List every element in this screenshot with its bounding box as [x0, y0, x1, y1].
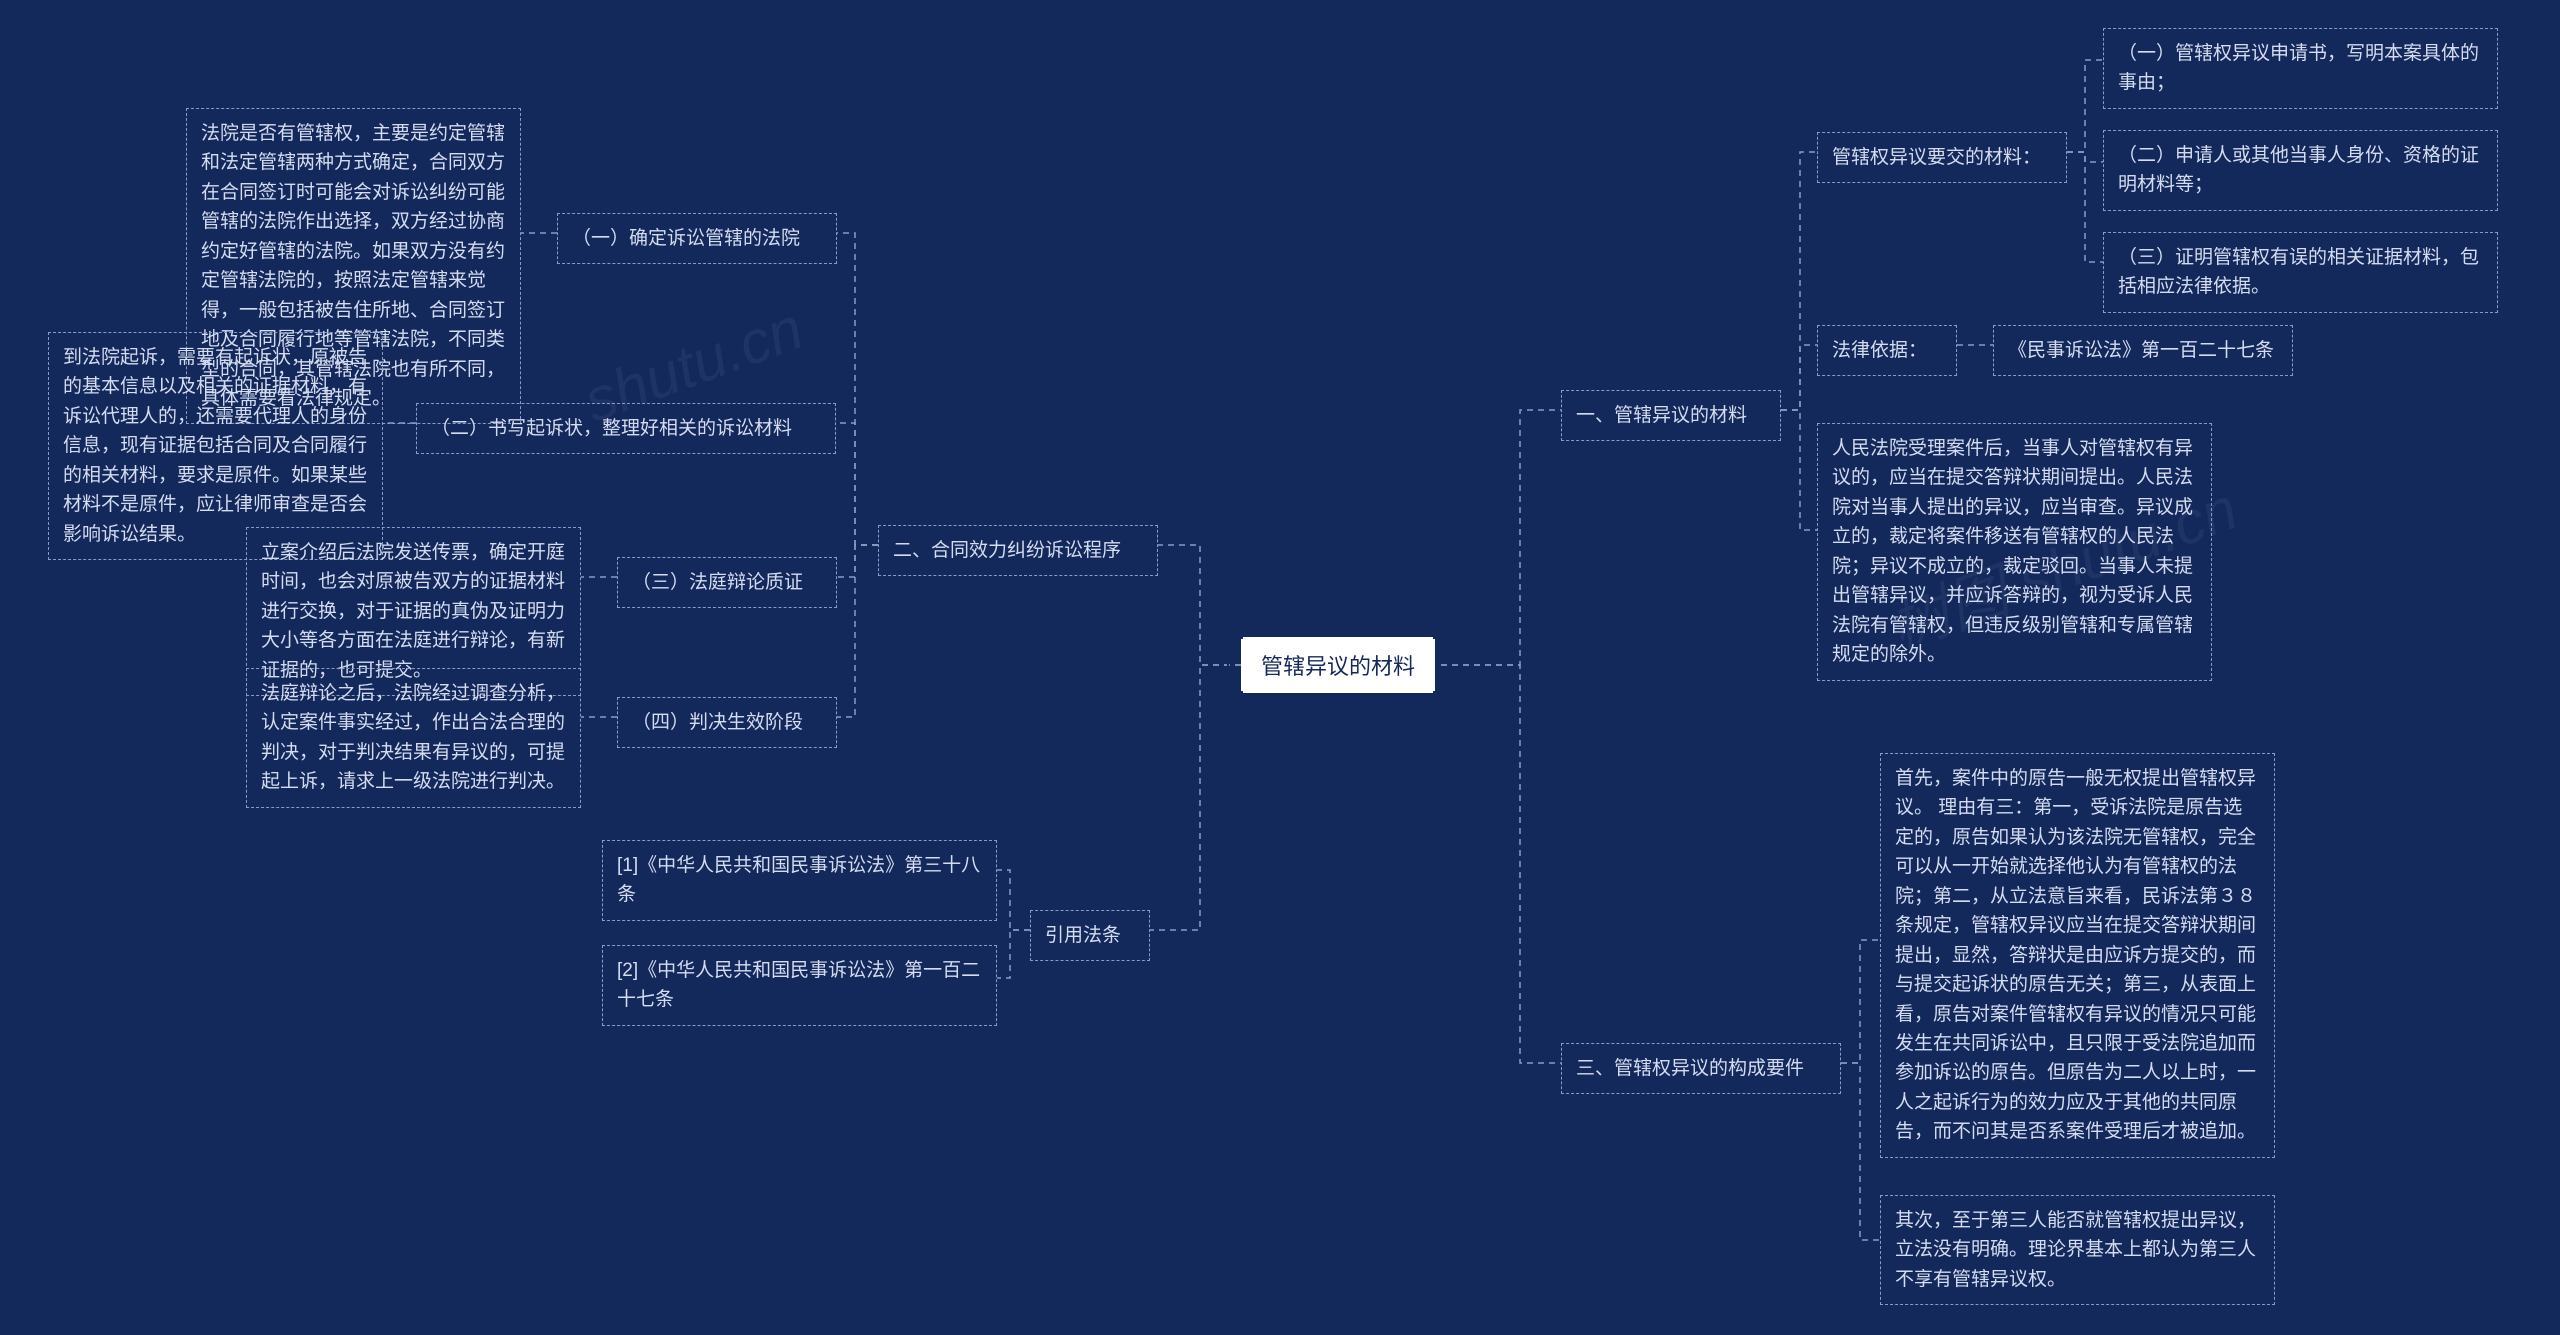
label: 引用法条 [1045, 925, 1121, 946]
node-l2: 引用法条 [1030, 910, 1150, 961]
label: 其次，至于第三人能否就管辖权提出异议，立法没有明确。理论界基本上都认为第三人不享… [1895, 1210, 2256, 1290]
node-r1-c2: 法律依据： [1817, 325, 1957, 376]
label: 《民事诉讼法》第一百二十七条 [2008, 340, 2274, 361]
label: （二）申请人或其他当事人身份、资格的证明材料等； [2118, 145, 2479, 195]
node-r2-c1: 首先，案件中的原告一般无权提出管辖权异议。 理由有三：第一，受诉法院是原告选定的… [1880, 753, 2275, 1158]
node-l1-c4: （四）判决生效阶段 [617, 697, 837, 748]
label: （一）确定诉讼管辖的法院 [572, 228, 800, 249]
node-l1-c2-detail: 到法院起诉，需要有起诉状，原被告的基本信息以及相关的证据材料，有诉讼代理人的，还… [48, 332, 383, 560]
root-label: 管辖异议的材料 [1261, 654, 1415, 679]
node-r1-c1-g3: （三）证明管辖权有误的相关证据材料，包括相应法律依据。 [2103, 232, 2498, 313]
node-r2: 三、管辖权异议的构成要件 [1561, 1043, 1841, 1094]
root-node: 管辖异议的材料 [1241, 637, 1435, 693]
node-l1-c2: （二）书写起诉状，整理好相关的诉讼材料 [416, 403, 836, 454]
label: 管辖权异议要交的材料： [1832, 147, 2041, 168]
label: 首先，案件中的原告一般无权提出管辖权异议。 理由有三：第一，受诉法院是原告选定的… [1895, 768, 2256, 1142]
text: 立案介绍后法院发送传票，确定开庭时间，也会对原被告双方的证据材料进行交换，对于证… [261, 542, 565, 681]
label: （四）判决生效阶段 [632, 712, 803, 733]
node-l1-c3: （三）法庭辩论质证 [617, 557, 837, 608]
label: （三）证明管辖权有误的相关证据材料，包括相应法律依据。 [2118, 247, 2479, 297]
node-l1-label: 二、合同效力纠纷诉讼程序 [893, 540, 1121, 561]
node-l2-c2: [2]《中华人民共和国民事诉讼法》第一百二十七条 [602, 945, 997, 1026]
node-r1-c1-g2: （二）申请人或其他当事人身份、资格的证明材料等； [2103, 130, 2498, 211]
label: [2]《中华人民共和国民事诉讼法》第一百二十七条 [617, 960, 980, 1010]
text: 法庭辩论之后，法院经过调查分析，认定案件事实经过，作出合法合理的判决，对于判决结… [261, 683, 565, 792]
label: 三、管辖权异议的构成要件 [1576, 1058, 1804, 1079]
text: 到法院起诉，需要有起诉状，原被告的基本信息以及相关的证据材料，有诉讼代理人的，还… [63, 347, 367, 545]
node-r1-c2-g1: 《民事诉讼法》第一百二十七条 [1993, 325, 2293, 376]
node-l2-c1: [1]《中华人民共和国民事诉讼法》第三十八条 [602, 840, 997, 921]
node-r1-c3: 人民法院受理案件后，当事人对管辖权有异议的，应当在提交答辩状期间提出。人民法院对… [1817, 423, 2212, 681]
label: （三）法庭辩论质证 [632, 572, 803, 593]
node-r1-c1-g1: （一）管辖权异议申请书，写明本案具体的事由； [2103, 28, 2498, 109]
label: [1]《中华人民共和国民事诉讼法》第三十八条 [617, 855, 980, 905]
label: （一）管辖权异议申请书，写明本案具体的事由； [2118, 43, 2479, 93]
label: （二）书写起诉状，整理好相关的诉讼材料 [431, 418, 792, 439]
label: 法律依据： [1832, 340, 1927, 361]
label: 一、管辖异议的材料 [1576, 405, 1747, 426]
node-r1-c1: 管辖权异议要交的材料： [1817, 132, 2067, 183]
node-l1-c4-detail: 法庭辩论之后，法院经过调查分析，认定案件事实经过，作出合法合理的判决，对于判决结… [246, 668, 581, 808]
node-r2-c2: 其次，至于第三人能否就管辖权提出异议，立法没有明确。理论界基本上都认为第三人不享… [1880, 1195, 2275, 1305]
label: 人民法院受理案件后，当事人对管辖权有异议的，应当在提交答辩状期间提出。人民法院对… [1832, 438, 2193, 665]
node-r1: 一、管辖异议的材料 [1561, 390, 1781, 441]
node-l1-c1: （一）确定诉讼管辖的法院 [557, 213, 837, 264]
node-l1: 二、合同效力纠纷诉讼程序 [878, 525, 1158, 576]
